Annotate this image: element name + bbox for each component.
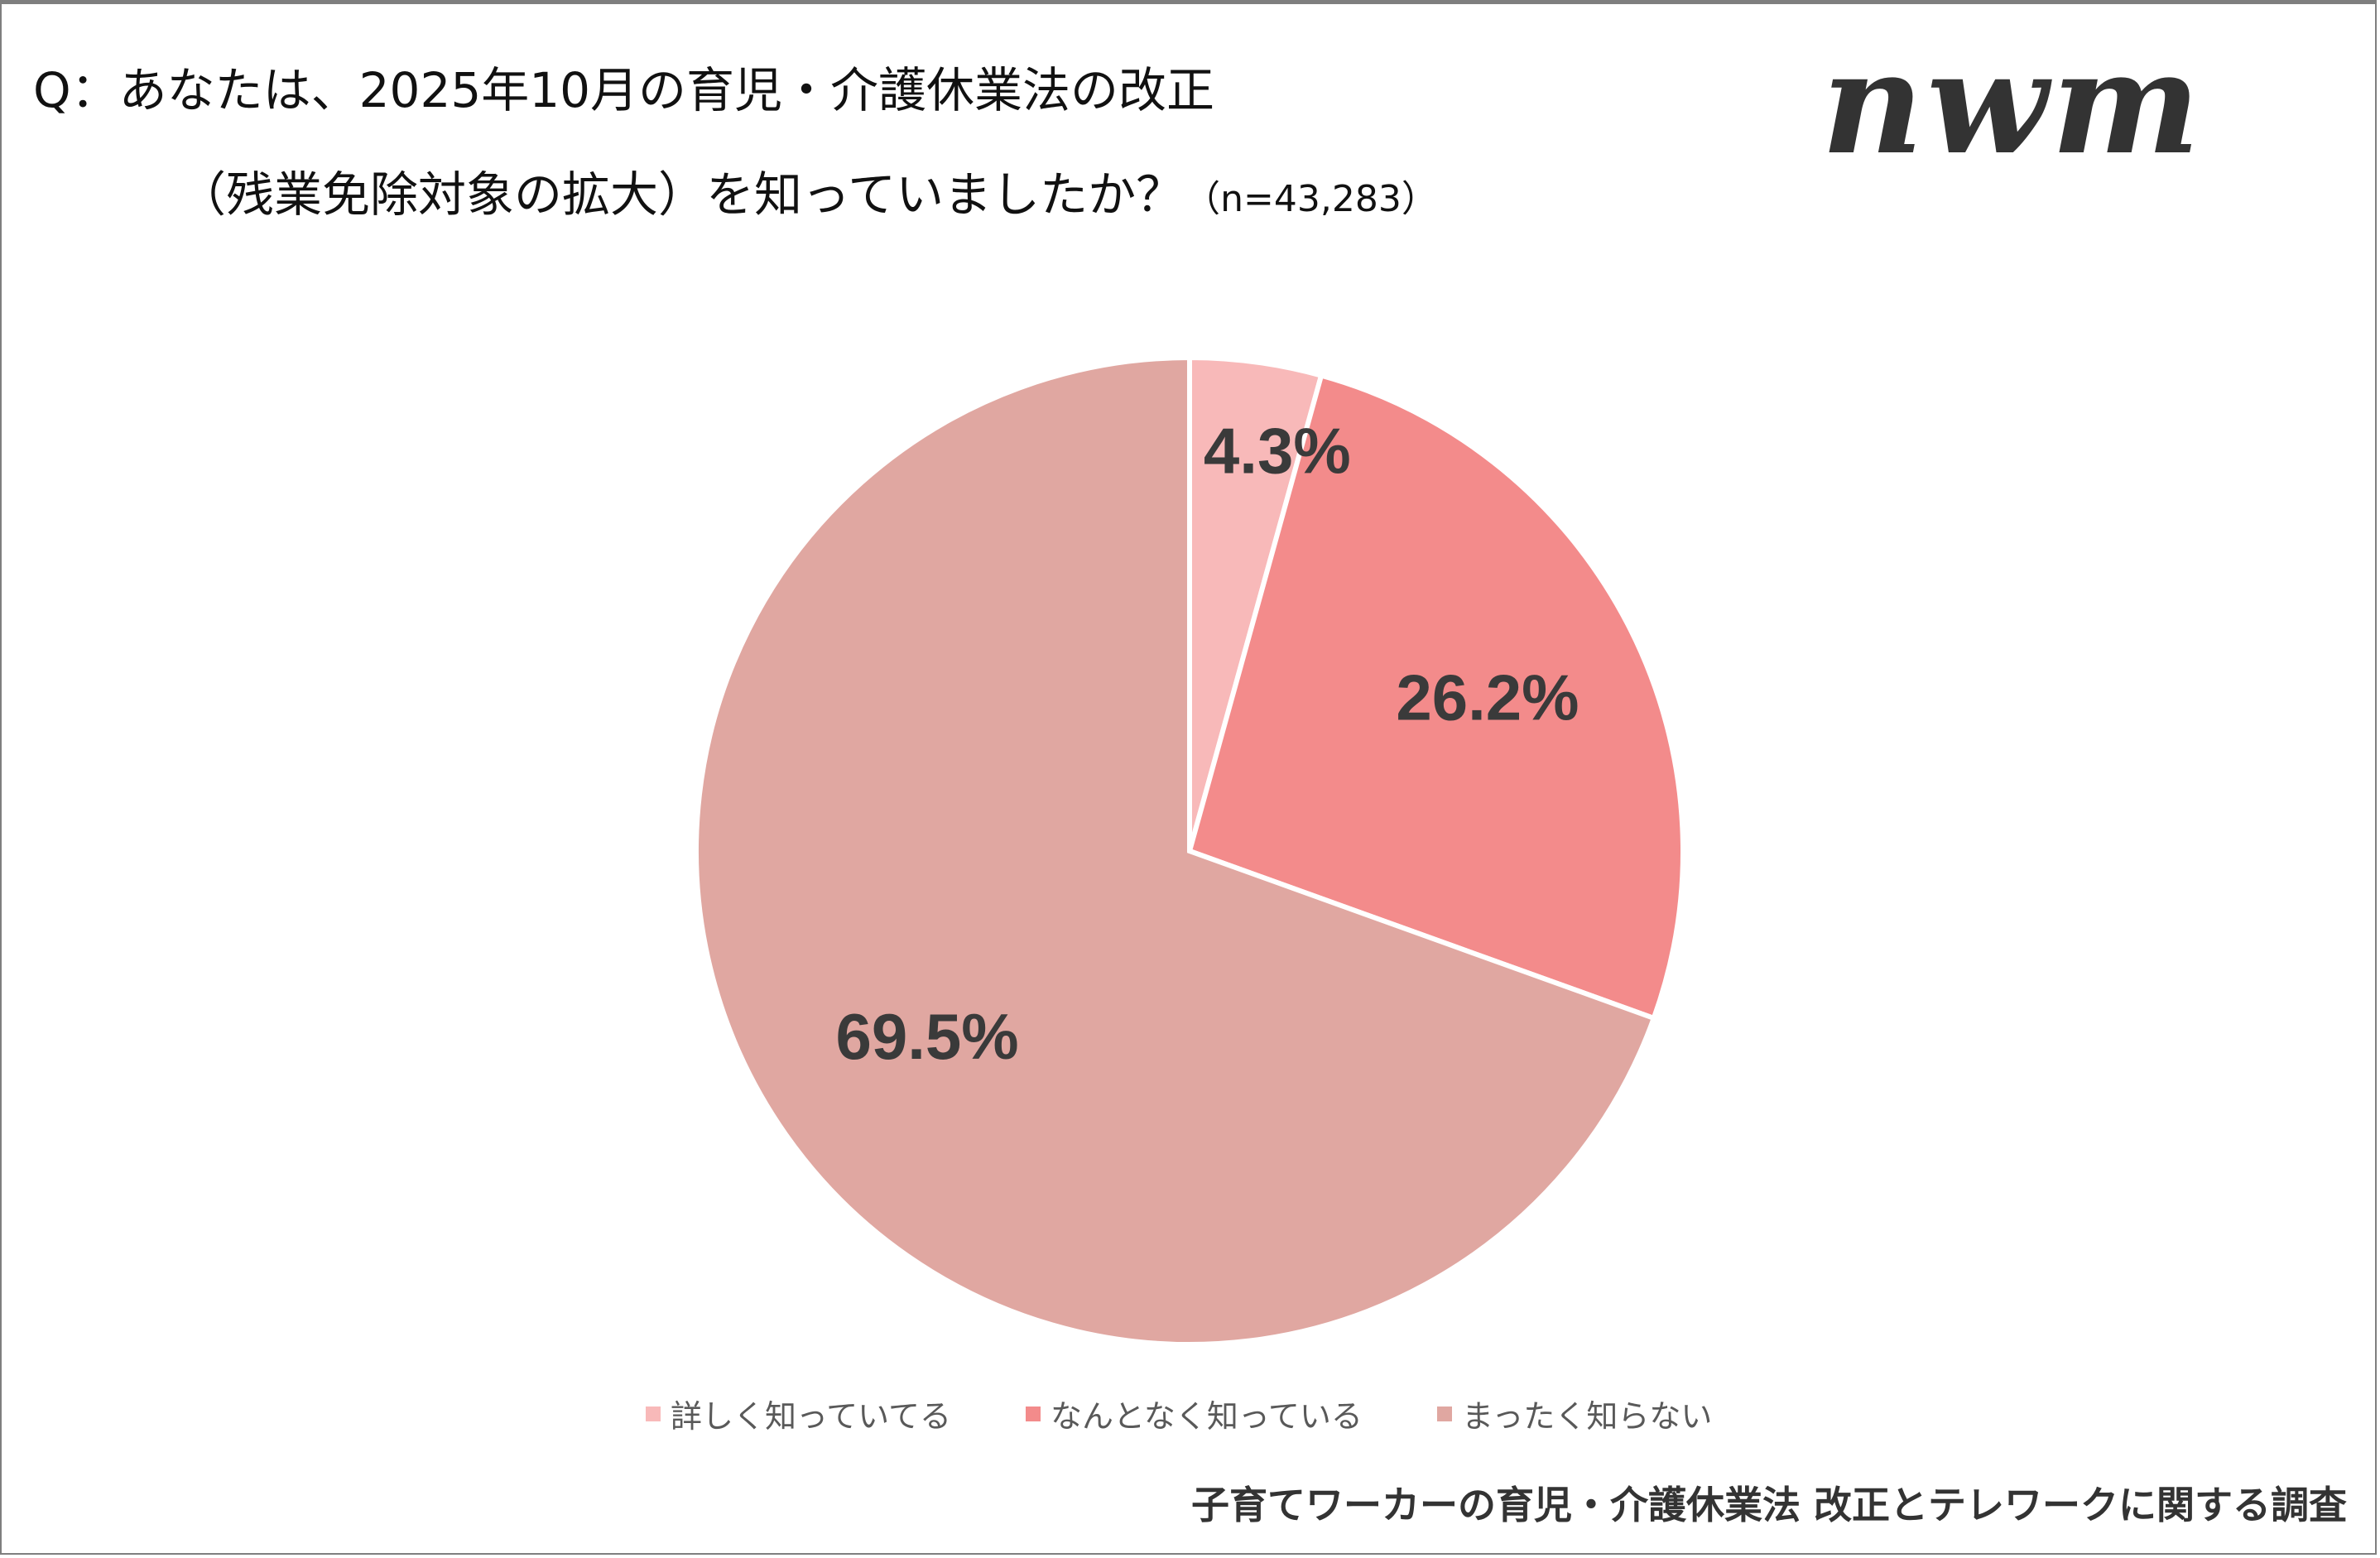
- legend: 詳しく知っていてる なんとなく知っている まったく知らない: [646, 1391, 1712, 1436]
- data-label: 26.2%: [1396, 661, 1579, 734]
- legend-item: なんとなく知っている: [1025, 1391, 1363, 1436]
- legend-swatch: [646, 1406, 661, 1421]
- data-label: 69.5%: [835, 1000, 1018, 1073]
- pie-slice: [693, 354, 1657, 1347]
- survey-footer: 子育てワーカーの育児・介護休業法 改正とテレワークに関する調査: [1190, 1483, 2347, 1527]
- chart-title-line2: （残業免除対象の拡大）を知っていましたか？（n=43,283）: [178, 156, 1438, 225]
- legend-item: 詳しく知っていてる: [646, 1391, 951, 1436]
- title-line2-text: （残業免除対象の拡大）を知っていましたか？: [178, 166, 1185, 223]
- logo: nwm: [1821, 21, 2204, 186]
- legend-swatch: [1025, 1406, 1041, 1421]
- legend-label: 詳しく知っていてる: [671, 1398, 951, 1435]
- legend-swatch: [1436, 1406, 1452, 1421]
- chart-title-line1: Q：あなたは、2025年10月の育児・介護休業法の改正: [33, 62, 1215, 118]
- legend-label: なんとなく知っている: [1050, 1398, 1363, 1435]
- legend-item: まったく知らない: [1436, 1391, 1713, 1436]
- data-label: 4.3%: [1204, 415, 1351, 488]
- sample-size: （n=43,283）: [1184, 178, 1438, 220]
- pie-slice: [1186, 372, 1685, 1022]
- legend-label: まったく知らない: [1461, 1398, 1713, 1435]
